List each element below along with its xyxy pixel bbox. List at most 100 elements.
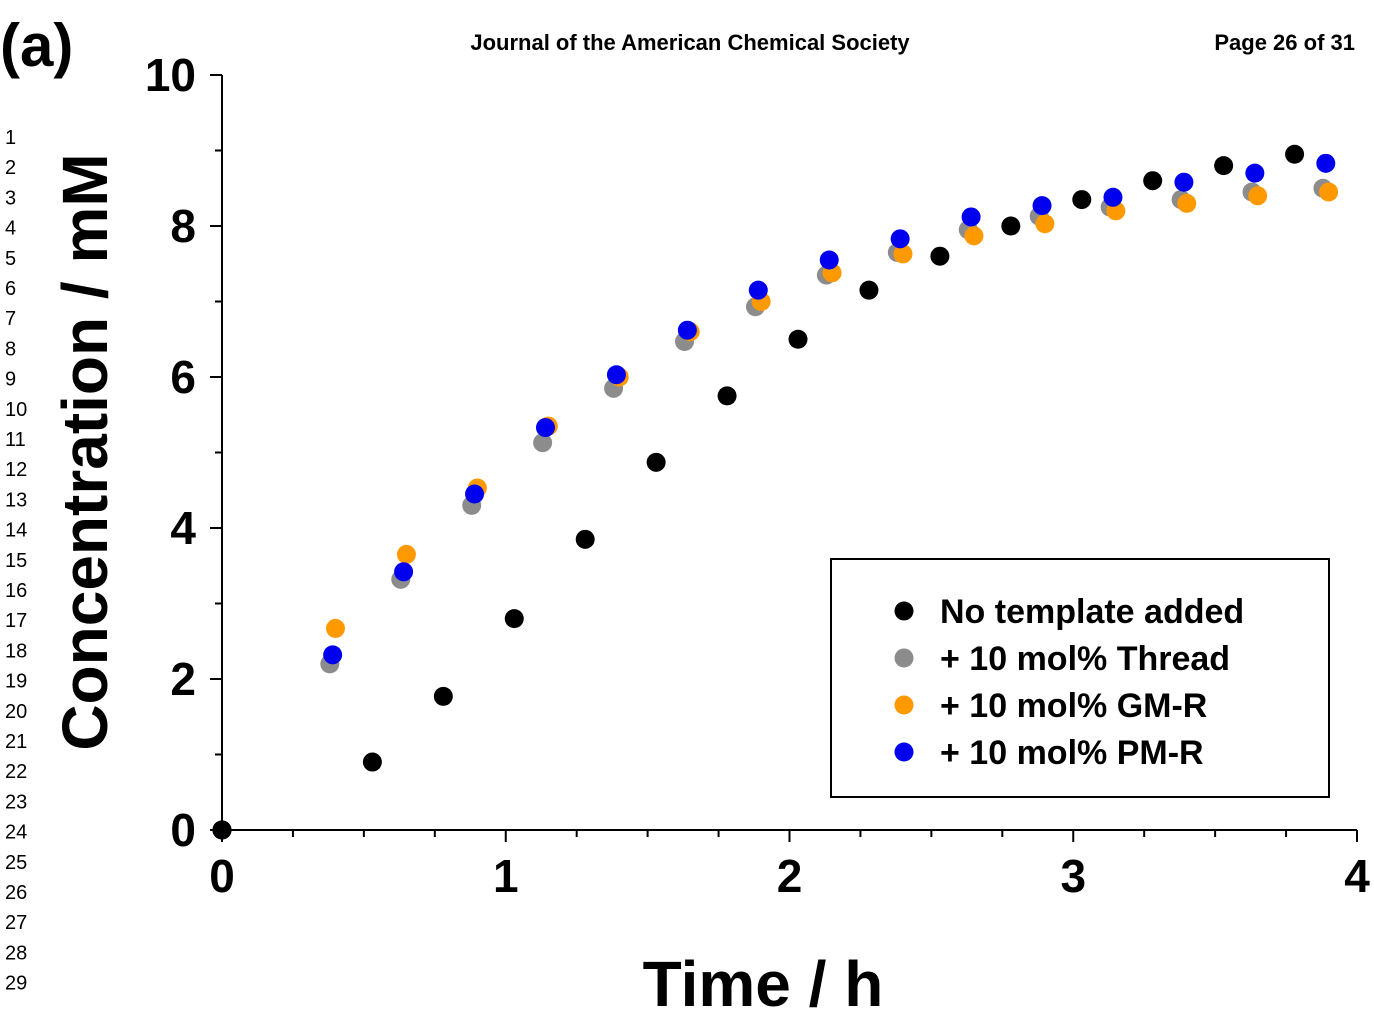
legend-label: + 10 mol% Thread [940, 640, 1230, 678]
legend-label: + 10 mol% GM-R [940, 687, 1207, 725]
line-number: 16 [5, 580, 27, 602]
line-number: 19 [5, 671, 27, 693]
data-point [465, 484, 485, 504]
line-number: 23 [5, 791, 27, 813]
panel-label: (a) [0, 12, 73, 79]
line-number: 2 [5, 157, 16, 179]
line-number: 27 [5, 912, 27, 934]
journal-title: Journal of the American Chemical Society [470, 30, 910, 55]
data-point [1245, 163, 1265, 183]
data-point [1072, 190, 1092, 210]
line-number: 22 [5, 761, 27, 783]
y-tick-label: 4 [170, 502, 196, 554]
line-number: 4 [5, 218, 16, 240]
axis-tick-labels: 0 1 2 3 4 0 2 4 6 8 10 [145, 49, 1370, 902]
legend-box [830, 558, 1330, 798]
data-point [1319, 182, 1339, 202]
data-point [575, 529, 595, 549]
x-tick-label: 3 [1060, 850, 1086, 902]
line-number: 17 [5, 610, 27, 632]
line-number: 7 [5, 308, 16, 330]
legend-marker [894, 742, 914, 762]
data-point [748, 280, 768, 300]
data-points [212, 144, 1339, 840]
x-tick-label: 0 [209, 850, 235, 902]
data-point [819, 250, 839, 270]
data-point [606, 365, 626, 385]
data-point [677, 320, 697, 340]
line-number: 8 [5, 338, 16, 360]
line-number: 3 [5, 187, 16, 209]
legend-items: No template added + 10 mol% Thread + 10 mo… [894, 593, 1244, 772]
legend-marker [894, 648, 914, 668]
line-numbers: 1234567891011121314151617181920212223242… [5, 127, 27, 995]
data-point [433, 686, 453, 706]
x-tick-label: 1 [493, 850, 519, 902]
data-point [1214, 156, 1234, 176]
legend-label: + 10 mol% PM-R [940, 734, 1204, 772]
data-point [326, 618, 345, 638]
y-tick-label: 8 [170, 200, 196, 252]
data-point [504, 609, 524, 629]
line-number: 14 [5, 520, 27, 542]
line-number: 10 [5, 399, 27, 421]
data-point [890, 229, 910, 249]
data-point [893, 244, 913, 264]
data-point [1174, 172, 1194, 192]
data-point [859, 280, 879, 300]
data-point [535, 418, 555, 438]
data-point [1316, 153, 1336, 173]
data-point [533, 433, 553, 453]
data-point [964, 226, 984, 246]
axis-ticks [210, 74, 1358, 842]
line-number: 28 [5, 942, 27, 964]
line-number: 9 [5, 369, 16, 391]
line-number: 11 [5, 429, 26, 451]
line-number: 5 [5, 248, 16, 270]
data-point [717, 386, 737, 406]
data-point [362, 752, 382, 772]
line-number: 20 [5, 701, 27, 723]
line-number: 29 [5, 973, 27, 995]
line-number: 18 [5, 640, 27, 662]
line-number: 15 [5, 550, 27, 572]
x-axis-label: Time / h [643, 948, 884, 1013]
y-tick-label: 2 [170, 653, 196, 705]
data-point [1248, 186, 1268, 206]
data-point [1103, 187, 1123, 207]
data-point [212, 820, 232, 840]
data-point [1032, 196, 1052, 216]
y-tick-label: 6 [170, 351, 196, 403]
legend: No template added + 10 mol% Thread + 10 mo… [830, 558, 1330, 798]
data-point [394, 562, 414, 582]
line-number: 12 [5, 459, 27, 481]
y-tick-label: 0 [170, 804, 196, 856]
data-point [396, 544, 416, 564]
line-number: 21 [5, 731, 27, 753]
data-point [788, 329, 808, 349]
data-point [1001, 216, 1021, 236]
line-number: 1 [5, 127, 16, 149]
page-number: Page 26 of 31 [1214, 30, 1355, 55]
data-point [323, 645, 343, 665]
legend-marker [894, 601, 914, 621]
data-point [930, 246, 950, 266]
data-point [961, 207, 981, 227]
line-number: 6 [5, 278, 16, 300]
data-point [646, 452, 666, 472]
data-point [1177, 193, 1197, 213]
legend-marker [894, 695, 914, 715]
data-point [1035, 214, 1055, 234]
data-point [1285, 144, 1305, 164]
line-number: 26 [5, 882, 27, 904]
data-point [1143, 171, 1163, 191]
line-number: 24 [5, 822, 27, 844]
x-tick-label: 4 [1344, 850, 1370, 902]
line-number: 13 [5, 489, 27, 511]
x-tick-label: 2 [777, 850, 803, 902]
legend-label: No template added [940, 593, 1244, 631]
line-number: 25 [5, 852, 27, 874]
y-axis-label: Concentration / mM [49, 153, 121, 750]
y-tick-label: 10 [145, 49, 196, 101]
